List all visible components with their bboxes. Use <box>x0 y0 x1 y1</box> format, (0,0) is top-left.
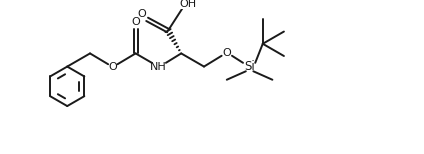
Text: O: O <box>131 17 140 27</box>
Text: Si: Si <box>244 60 255 73</box>
Text: NH: NH <box>150 62 167 72</box>
Text: O: O <box>137 9 146 19</box>
Text: O: O <box>223 48 231 58</box>
Text: O: O <box>109 62 117 72</box>
Text: OH: OH <box>179 0 196 9</box>
